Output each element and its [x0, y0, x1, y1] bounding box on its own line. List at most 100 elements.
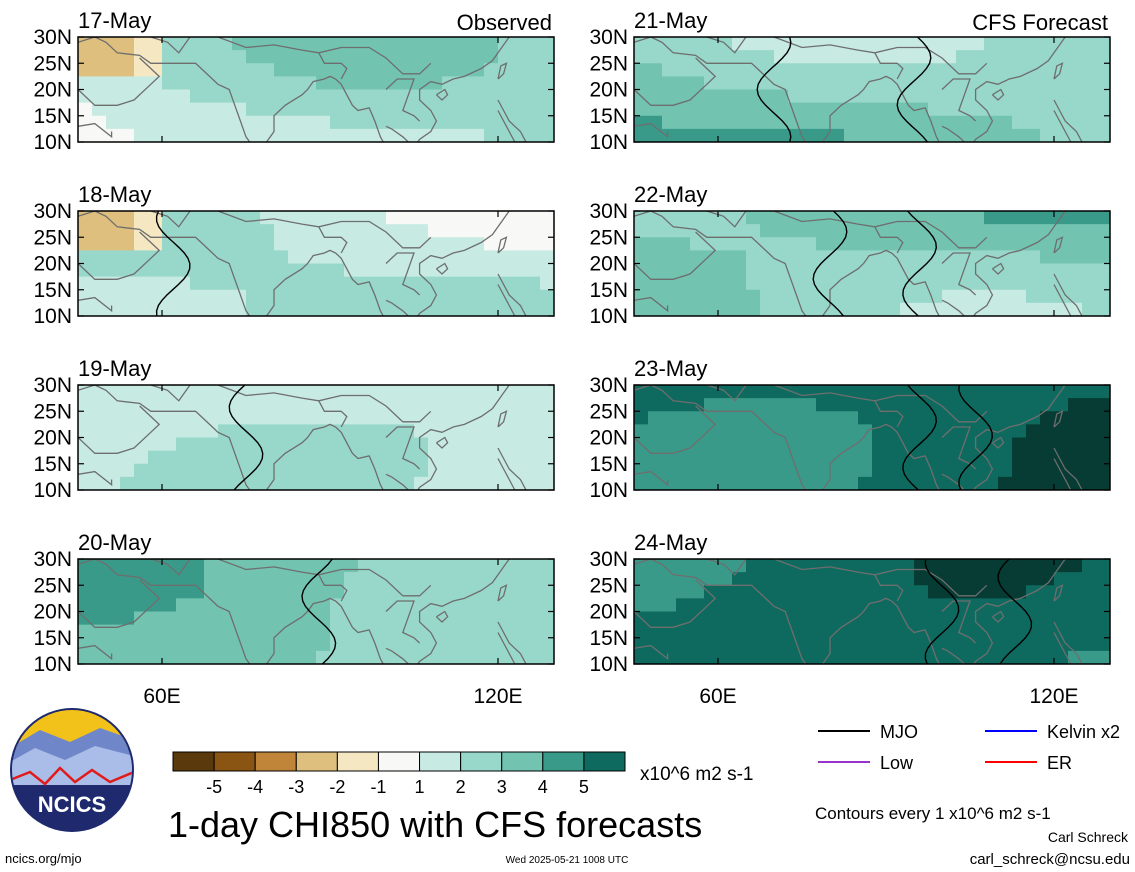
- field-cell: [704, 250, 719, 265]
- field-cell: [816, 115, 831, 130]
- field-cell: [648, 624, 663, 639]
- field-cell: [540, 224, 554, 238]
- field-cell: [316, 559, 331, 573]
- field-cell: [92, 89, 107, 104]
- field-cell: [1082, 102, 1097, 117]
- field-cell: [498, 398, 513, 412]
- field-cell: [540, 237, 554, 251]
- field-cell: [858, 250, 873, 265]
- field-cell: [330, 637, 345, 652]
- field-cell: [344, 611, 359, 626]
- field-cell: [414, 611, 429, 626]
- field-cell: [928, 37, 943, 51]
- field-cell: [540, 637, 554, 652]
- coastline: [217, 37, 432, 75]
- field-cell: [1012, 63, 1027, 77]
- field-cell: [886, 572, 901, 586]
- field-cell: [92, 437, 107, 452]
- field-cell: [774, 302, 789, 316]
- field-cell: [1040, 598, 1055, 613]
- field-cell: [498, 63, 513, 77]
- field-cell: [1012, 650, 1027, 664]
- field-cell: [998, 637, 1013, 652]
- field-cell: [78, 572, 93, 586]
- field-cell: [344, 211, 359, 225]
- field-cell: [344, 237, 359, 251]
- field-cell: [760, 424, 775, 439]
- field-cell: [802, 37, 817, 51]
- coastline: [385, 78, 421, 122]
- field-cell: [1040, 237, 1055, 251]
- field-cell: [1082, 276, 1097, 291]
- field-cell: [914, 89, 929, 104]
- field-cell: [886, 398, 901, 412]
- field-cell: [774, 611, 789, 626]
- field-cell: [732, 437, 747, 452]
- field-cell: [760, 385, 775, 399]
- field-cell: [78, 37, 93, 51]
- field-cell: [1026, 89, 1041, 104]
- lat-tick-label: 10N: [589, 305, 628, 328]
- field-cell: [456, 63, 471, 77]
- field-cell: [288, 128, 303, 142]
- field-cell: [414, 559, 429, 573]
- field-cell: [358, 224, 373, 238]
- field-cell: [512, 624, 527, 639]
- field-cell: [662, 102, 677, 117]
- field-cell: [344, 250, 359, 265]
- field-cell: [830, 50, 845, 64]
- field-cell: [1082, 211, 1097, 225]
- field-cell: [648, 263, 663, 278]
- lat-tick-label: 15N: [589, 105, 628, 128]
- field-cell: [400, 624, 415, 639]
- field-cell: [540, 585, 554, 599]
- field-cell: [414, 476, 429, 490]
- field-cell: [302, 89, 317, 104]
- field-cell: [512, 585, 527, 599]
- field-cell: [1040, 637, 1055, 652]
- field-cell: [106, 624, 121, 639]
- field-cell: [246, 37, 261, 51]
- coastlines: [78, 37, 527, 142]
- field-cell: [662, 637, 677, 652]
- field-cell: [176, 624, 191, 639]
- field-cell: [760, 128, 775, 142]
- field-cell: [1012, 585, 1027, 599]
- field-cell: [260, 463, 275, 478]
- field-cell: [690, 115, 705, 130]
- field-cell: [470, 128, 485, 142]
- mjo-contour: [228, 385, 264, 490]
- field-cell: [774, 437, 789, 452]
- field-cell: [942, 611, 957, 626]
- field-cell: [512, 237, 527, 251]
- field-cell: [872, 476, 887, 490]
- field-cell: [386, 89, 401, 104]
- field-cell: [746, 611, 761, 626]
- field-cell: [470, 650, 485, 664]
- field-cell: [274, 63, 289, 77]
- field-cell: [302, 302, 317, 316]
- field-cell: [246, 650, 261, 664]
- field-cell: [470, 463, 485, 478]
- field-cell: [456, 637, 471, 652]
- field-cell: [648, 411, 663, 425]
- field-cell: [414, 437, 429, 452]
- field-cell: [540, 211, 554, 225]
- field-cell: [92, 263, 107, 278]
- field-cell: [900, 611, 915, 626]
- field-cell: [830, 611, 845, 626]
- field-cell: [746, 76, 761, 91]
- field-cell: [872, 585, 887, 599]
- field-cell: [676, 50, 691, 64]
- field-cell: [218, 398, 233, 412]
- field-cell: [134, 650, 149, 664]
- field-cell: [774, 463, 789, 478]
- field-cell: [344, 637, 359, 652]
- field-cell: [120, 463, 135, 478]
- field-cell: [970, 263, 985, 278]
- field-cell: [512, 50, 527, 64]
- coastline: [385, 211, 510, 316]
- field-cell: [676, 572, 691, 586]
- field-cell: [218, 237, 233, 251]
- field-cell: [1012, 463, 1027, 478]
